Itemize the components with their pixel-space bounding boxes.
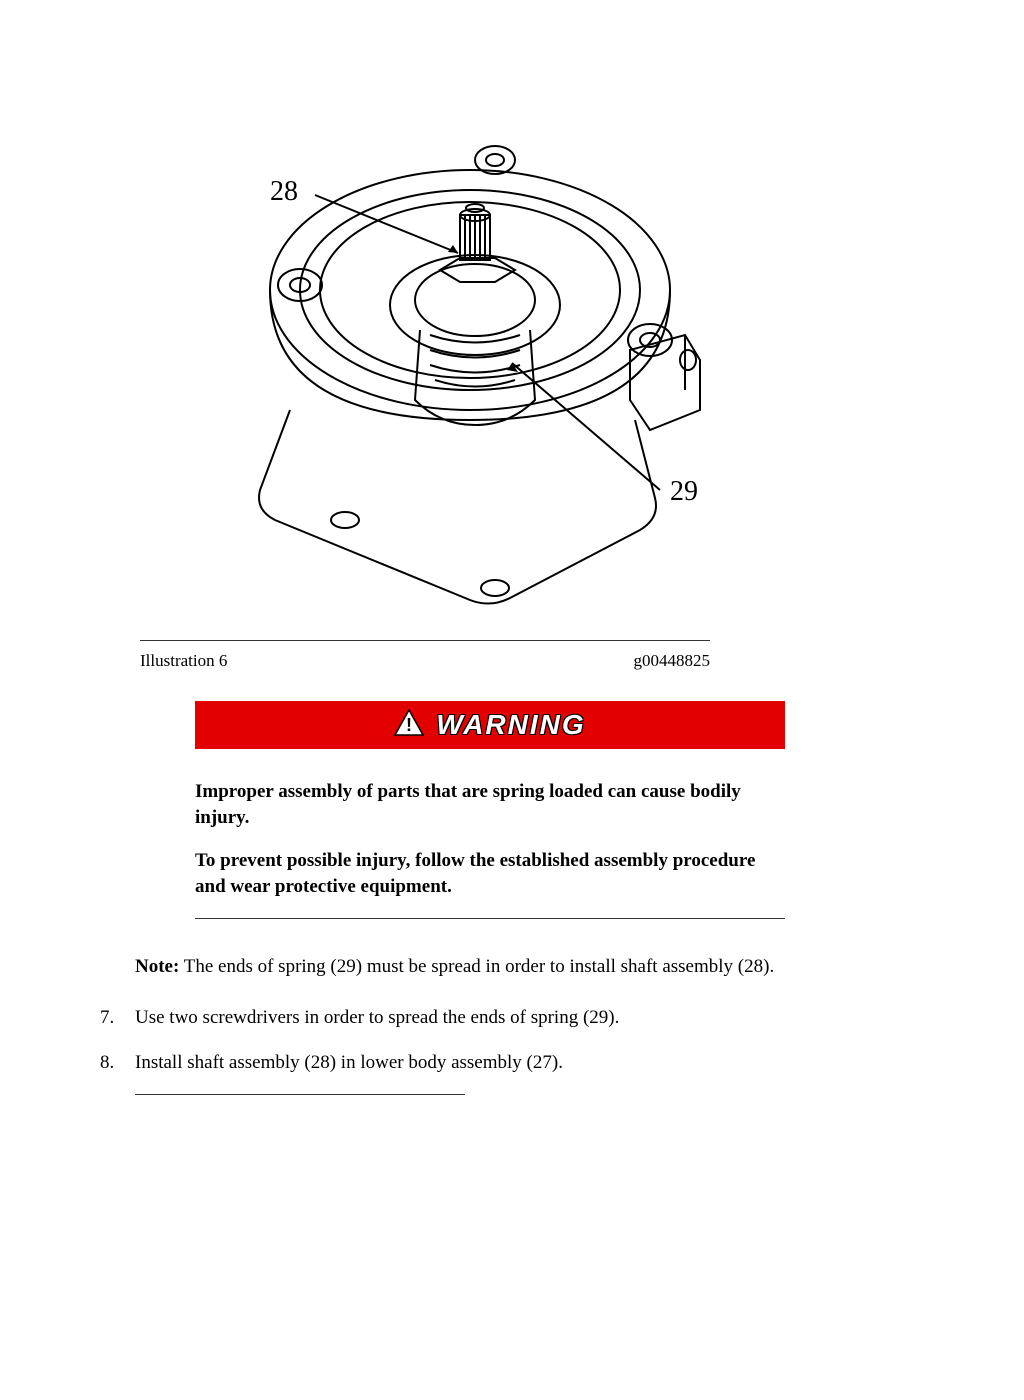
- svg-text:!: !: [406, 715, 412, 735]
- callout-29-label: 29: [670, 476, 698, 507]
- warning-paragraph-1: Improper assembly of parts that are spri…: [195, 779, 765, 830]
- step-text: Install shaft assembly (28) in lower bod…: [135, 1050, 563, 1077]
- warning-rule: [195, 918, 785, 919]
- step-number: 8.: [100, 1050, 135, 1077]
- note-label: Note:: [135, 956, 179, 977]
- step-item: 8. Install shaft assembly (28) in lower …: [100, 1050, 944, 1077]
- warning-banner-text: WARNING: [436, 709, 585, 741]
- step-number: 7.: [100, 1005, 135, 1032]
- illustration-rule: [140, 640, 710, 641]
- step-text: Use two screwdrivers in order to spread …: [135, 1005, 619, 1032]
- warning-triangle-icon: !: [394, 709, 424, 741]
- illustration-figure: 28 29: [140, 60, 770, 620]
- illustration-image-id: g00448825: [634, 651, 711, 671]
- mechanical-diagram: 28 29: [140, 60, 770, 620]
- warning-body: Improper assembly of parts that are spri…: [195, 779, 765, 900]
- note-text: The ends of spring (29) must be spread i…: [184, 956, 774, 977]
- illustration-caption: Illustration 6 g00448825: [140, 651, 710, 671]
- step-item: 7. Use two screwdrivers in order to spre…: [100, 1005, 944, 1032]
- bottom-rule: [135, 1094, 465, 1095]
- warning-banner: ! WARNING: [195, 701, 785, 749]
- step-list: 7. Use two screwdrivers in order to spre…: [100, 1005, 944, 1076]
- illustration-number: Illustration 6: [140, 651, 227, 671]
- note-line: Note: The ends of spring (29) must be sp…: [135, 954, 944, 981]
- warning-paragraph-2: To prevent possible injury, follow the e…: [195, 848, 765, 899]
- callout-28-label: 28: [270, 176, 298, 207]
